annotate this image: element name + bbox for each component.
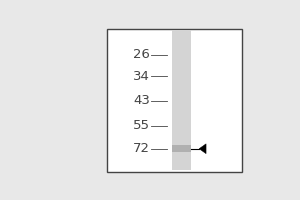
Text: 55: 55 [133, 119, 150, 132]
Text: 34: 34 [134, 70, 150, 83]
Text: 43: 43 [134, 95, 150, 108]
Bar [172, 30, 191, 170]
Text: 72: 72 [133, 142, 150, 155]
Text: 26: 26 [134, 48, 150, 61]
Polygon shape [199, 144, 206, 154]
Bar [107, 29, 242, 172]
Bar [172, 145, 191, 152]
